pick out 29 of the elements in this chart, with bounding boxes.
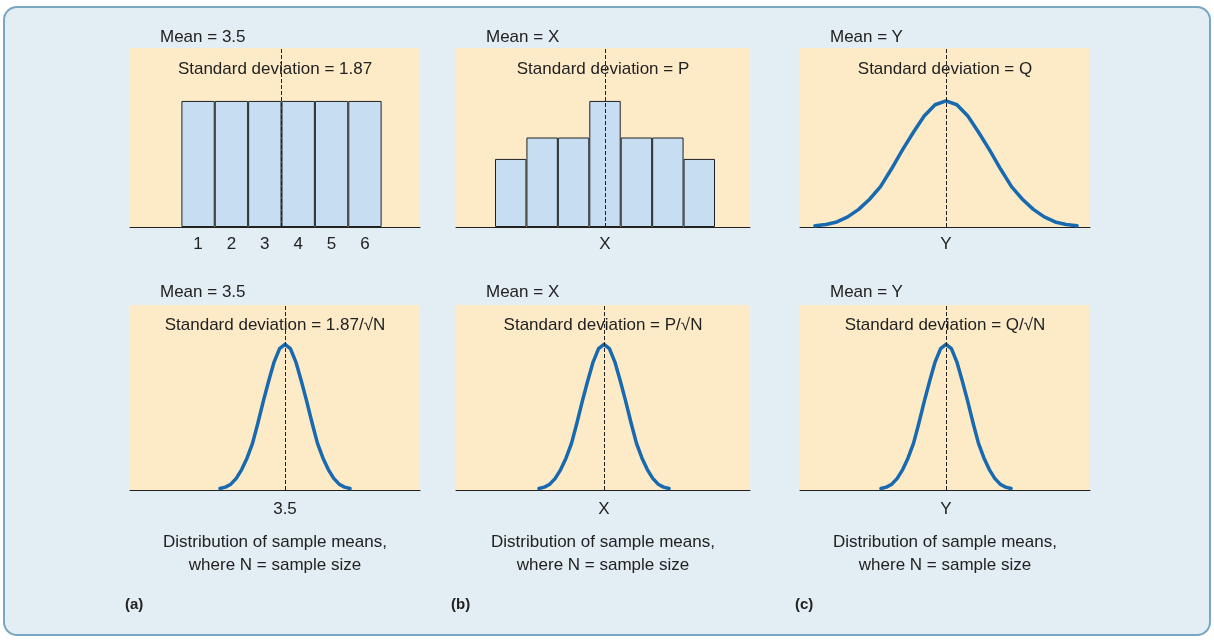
x-tick-label: 5	[326, 234, 337, 253]
chart-title: Mean = 3.5	[160, 282, 246, 301]
chart-subtitle: Standard deviation = P	[516, 58, 690, 78]
chart-subtitle: Standard deviation = P/√N	[503, 314, 703, 334]
chart-subtitle: Standard deviation = 1.87	[177, 58, 373, 78]
x-tick-label: 3	[260, 234, 270, 253]
x-tick-label: 4	[293, 234, 303, 253]
text: X	[598, 499, 610, 518]
chart-subtitle: Standard deviation = 1.87/√N	[164, 314, 386, 334]
text: Y	[940, 499, 952, 518]
text: (b)	[451, 594, 471, 612]
x-axis-title: Distribution of sample means, where N = sample size	[833, 532, 1057, 574]
chart-title: Mean = X	[486, 282, 560, 301]
chart-title: Mean = 3.5	[160, 27, 246, 46]
x-axis-title: Distribution of sample means, where N = sample size	[491, 532, 715, 574]
text: X	[599, 234, 611, 253]
x-axis-title: Distribution of sample means, where N = sample size	[163, 532, 387, 574]
chart-title: Mean = Y	[830, 282, 903, 301]
chart-title: Mean = Y	[830, 27, 903, 46]
x-tick-label: 6	[360, 234, 370, 253]
x-tick-label: 2	[226, 234, 237, 253]
text: (c)	[795, 594, 814, 612]
x-tick-label: 1	[193, 234, 203, 253]
text: 3.5	[273, 499, 297, 518]
chart-subtitle: Standard deviation = Q/√N	[844, 314, 1046, 334]
text: (a)	[125, 594, 144, 612]
chart-title: Mean = X	[486, 27, 560, 46]
text: Y	[940, 234, 952, 253]
chart-subtitle: Standard deviation = Q	[857, 58, 1033, 78]
